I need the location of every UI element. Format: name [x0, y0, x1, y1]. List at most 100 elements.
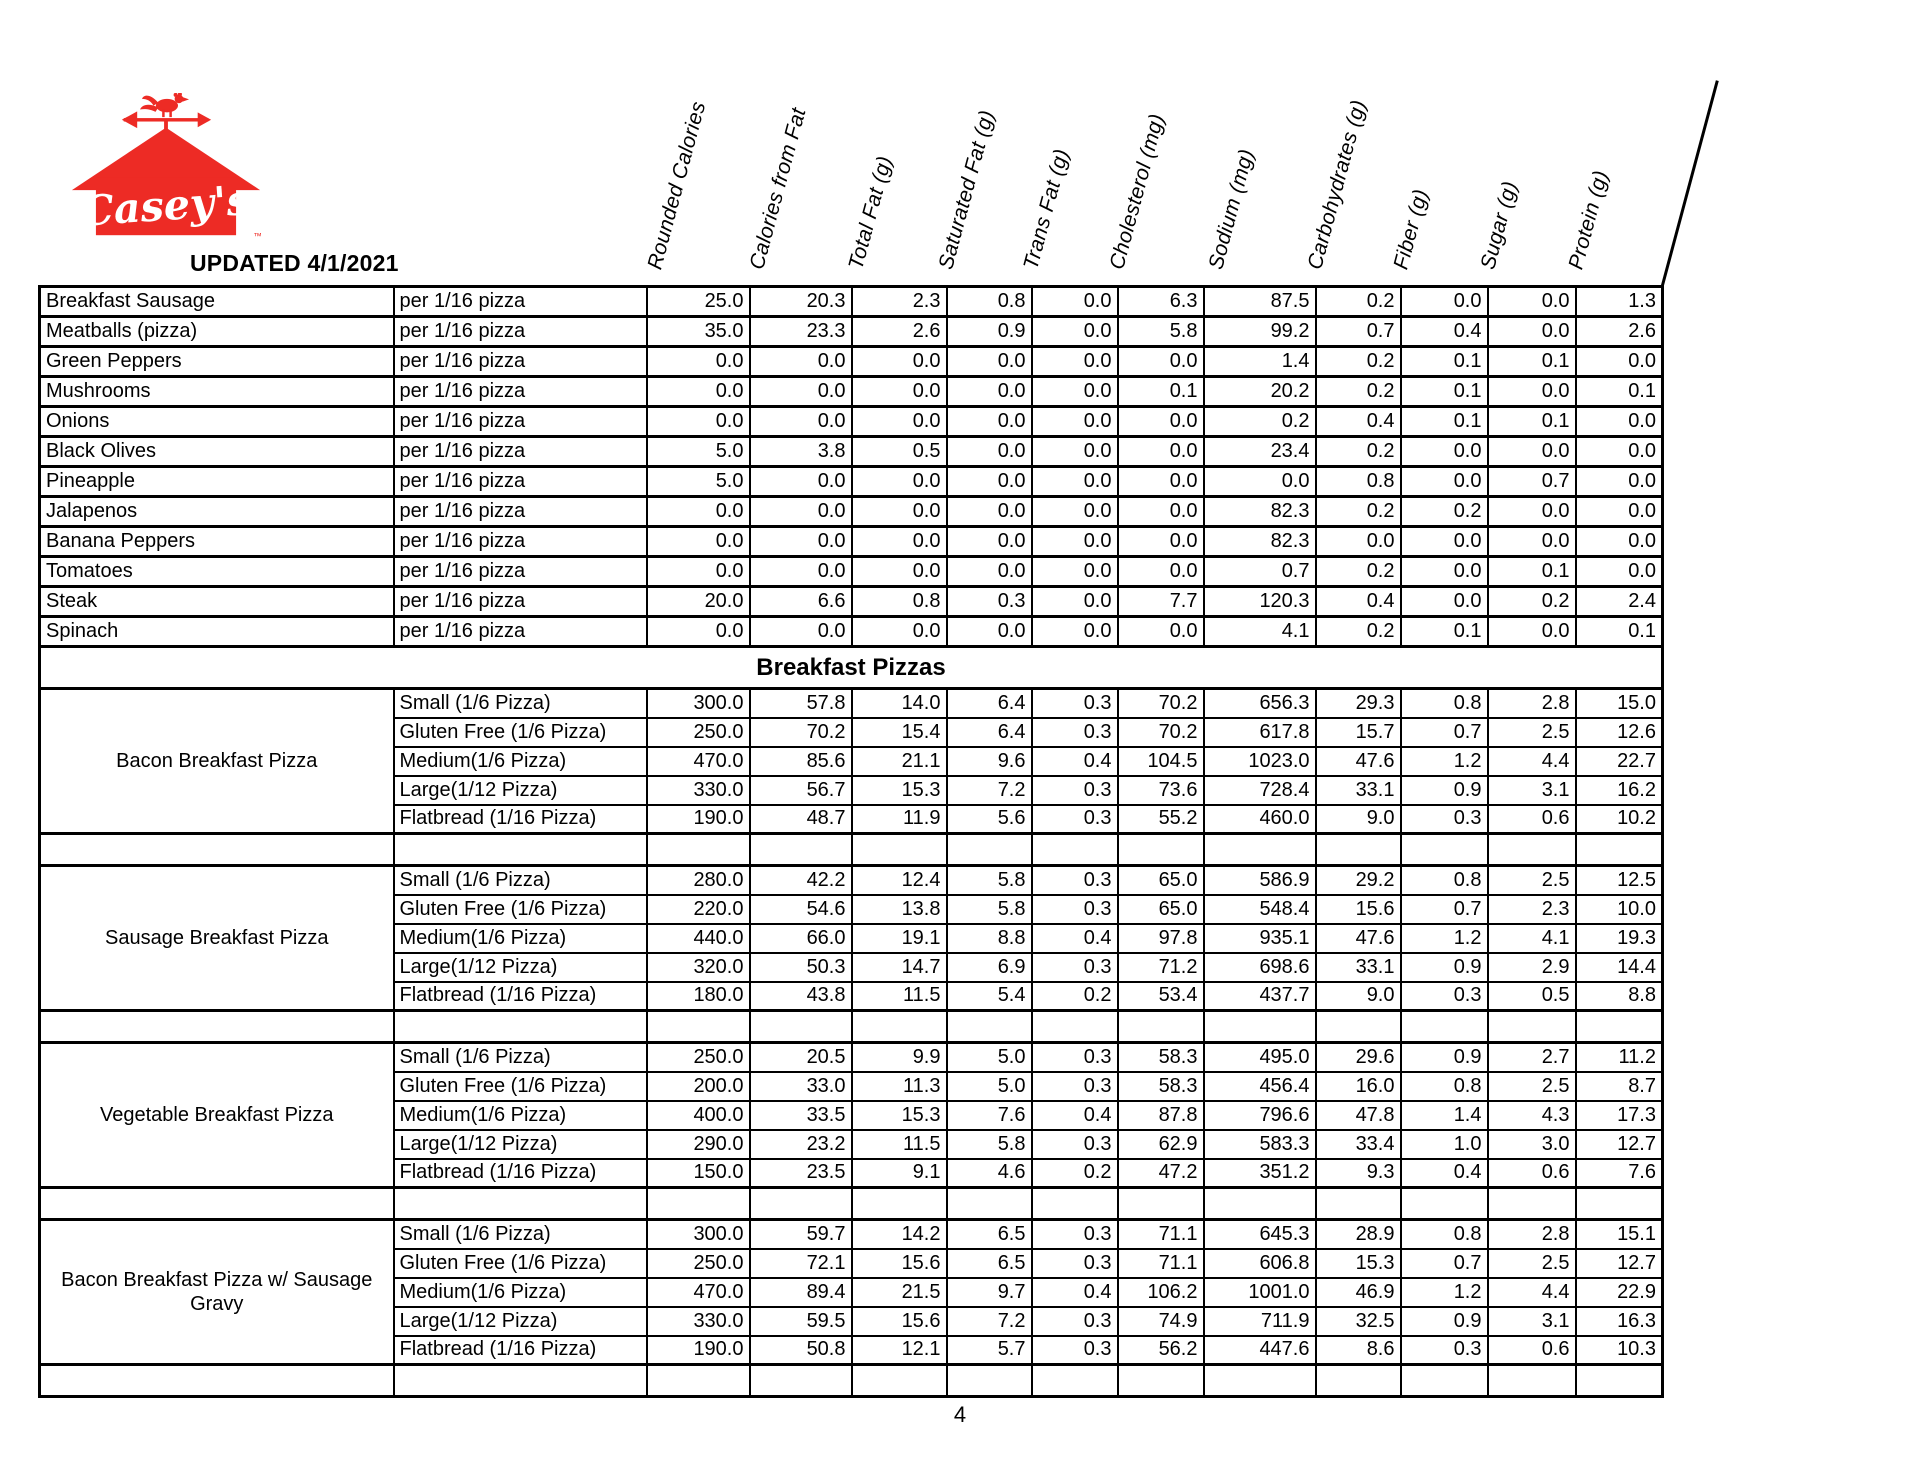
value-cell: 796.6: [1202, 1099, 1317, 1131]
topping-row: Onions per 1/16 pizza 0.0 0.0 0.0 0.0 0.0 0.0 0.…: [38, 405, 1664, 438]
item-name-cell: Steak: [38, 585, 395, 618]
group-row: Flatbread (1/16 Pizza) 180.0 43.8 11.5 5.4 0.…: [40, 980, 1664, 1012]
value-cell: 698.6: [1202, 951, 1317, 983]
size-cell: Flatbread (1/16 Pizza): [392, 1334, 648, 1366]
value-cell: 50.3: [748, 951, 853, 983]
value-cell: 0.0: [1030, 495, 1119, 528]
value-cell: 5.0: [645, 465, 751, 498]
value-cell: 17.3: [1574, 1099, 1664, 1131]
value-cell: 0.1: [1399, 615, 1489, 648]
group-row: Large(1/12 Pizza) 330.0 56.7 15.3 7.2 0.3 73.6…: [40, 774, 1664, 806]
value-cell: 5.0: [945, 1041, 1033, 1073]
value-cell: 2.5: [1486, 1247, 1577, 1279]
value-cell: 0.0: [1399, 555, 1489, 588]
rooster-weathervane-icon: [121, 92, 212, 134]
value-cell: 0.2: [1314, 495, 1402, 528]
value-cell: 33.4: [1314, 1128, 1402, 1160]
value-cell: 190.0: [645, 803, 751, 835]
value-cell: 14.7: [850, 951, 948, 983]
value-cell: 2.3: [1486, 893, 1577, 925]
value-cell: 0.1: [1574, 615, 1664, 648]
value-cell: 2.7: [1486, 1041, 1577, 1073]
size-cell: Large(1/12 Pizza): [392, 1305, 648, 1337]
value-cell: 15.7: [1314, 716, 1402, 748]
value-cell: 20.0: [645, 585, 751, 618]
value-cell: 97.8: [1116, 922, 1205, 954]
portion-cell: per 1/16 pizza: [392, 615, 648, 648]
spacer-row: [38, 1363, 1664, 1398]
value-cell: 70.2: [1116, 687, 1205, 719]
logo-shape: ™: [71, 92, 262, 241]
value-cell: 0.0: [1486, 375, 1577, 408]
value-cell: 7.6: [945, 1099, 1033, 1131]
value-cell: 12.4: [850, 864, 948, 896]
value-cell: 0.2: [1030, 980, 1119, 1012]
value-cell: 16.0: [1314, 1070, 1402, 1102]
topping-row: Jalapenos per 1/16 pizza 0.0 0.0 0.0 0.0 0.0 0.…: [38, 495, 1664, 528]
empty-cell: [748, 1009, 853, 1044]
value-cell: 25.0: [645, 285, 751, 318]
topping-row: Green Peppers per 1/16 pizza 0.0 0.0 0.0 0.0 0…: [38, 345, 1664, 378]
barn-logo-icon: ™ Casey's: [71, 92, 262, 241]
value-cell: 99.2: [1202, 315, 1317, 348]
value-cell: 2.5: [1486, 716, 1577, 748]
item-name-cell: Pineapple: [38, 465, 395, 498]
value-cell: 0.0: [645, 555, 751, 588]
value-cell: 5.7: [945, 1334, 1033, 1366]
empty-cell: [392, 1186, 648, 1221]
topping-row: Tomatoes per 1/16 pizza 0.0 0.0 0.0 0.0 0.0 0.0…: [38, 555, 1664, 588]
value-cell: 1.2: [1399, 922, 1489, 954]
size-cell: Large(1/12 Pizza): [392, 951, 648, 983]
value-cell: 15.0: [1574, 687, 1664, 719]
value-cell: 0.3: [1030, 1247, 1119, 1279]
value-cell: 16.2: [1574, 774, 1664, 806]
value-cell: 56.7: [748, 774, 853, 806]
value-cell: 62.9: [1116, 1128, 1205, 1160]
value-cell: 0.3: [1399, 1334, 1489, 1366]
value-cell: 0.0: [1574, 345, 1664, 378]
size-cell: Medium(1/6 Pizza): [392, 922, 648, 954]
size-cell: Gluten Free (1/6 Pizza): [392, 1070, 648, 1102]
portion-cell: per 1/16 pizza: [392, 285, 648, 318]
group-row: Medium(1/6 Pizza) 400.0 33.5 15.3 7.6 0.4 87.8…: [40, 1099, 1664, 1131]
barn-icon: [71, 127, 261, 236]
value-cell: 48.7: [748, 803, 853, 835]
size-cell: Small (1/6 Pizza): [392, 1218, 648, 1250]
value-cell: 9.1: [850, 1157, 948, 1189]
value-cell: 0.0: [748, 345, 853, 378]
value-cell: 20.3: [748, 285, 853, 318]
value-cell: 0.4: [1030, 1276, 1119, 1308]
portion-cell: per 1/16 pizza: [392, 465, 648, 498]
value-cell: 0.7: [1399, 716, 1489, 748]
size-cell: Gluten Free (1/6 Pizza): [392, 893, 648, 925]
group-row: Large(1/12 Pizza) 330.0 59.5 15.6 7.2 0.3 74.9…: [40, 1305, 1664, 1337]
value-cell: 0.0: [1574, 405, 1664, 438]
value-cell: 200.0: [645, 1070, 751, 1102]
portion-cell: per 1/16 pizza: [392, 345, 648, 378]
value-cell: 0.2: [1202, 405, 1317, 438]
value-cell: 11.5: [850, 1128, 948, 1160]
logo-trademark: ™: [253, 231, 262, 241]
value-cell: 19.1: [850, 922, 948, 954]
column-header-3: Saturated Fat (g): [933, 107, 999, 272]
value-cell: 0.0: [945, 435, 1033, 468]
topping-row: Banana Peppers per 1/16 pizza 0.0 0.0 0.0 0.0…: [38, 525, 1664, 558]
empty-cell: [645, 1186, 751, 1221]
value-cell: 280.0: [645, 864, 751, 896]
value-cell: 645.3: [1202, 1218, 1317, 1250]
value-cell: 0.0: [1574, 495, 1664, 528]
value-cell: 470.0: [645, 1276, 751, 1308]
value-cell: 8.8: [945, 922, 1033, 954]
value-cell: 0.0: [1030, 315, 1119, 348]
value-cell: 1001.0: [1202, 1276, 1317, 1308]
value-cell: 0.7: [1314, 315, 1402, 348]
value-cell: 54.6: [748, 893, 853, 925]
value-cell: 300.0: [645, 1218, 751, 1250]
empty-cell: [645, 1009, 751, 1044]
value-cell: 1023.0: [1202, 745, 1317, 777]
value-cell: 190.0: [645, 1334, 751, 1366]
value-cell: 2.6: [1574, 315, 1664, 348]
empty-cell: [850, 1009, 948, 1044]
value-cell: 7.2: [945, 774, 1033, 806]
value-cell: 0.0: [748, 465, 853, 498]
